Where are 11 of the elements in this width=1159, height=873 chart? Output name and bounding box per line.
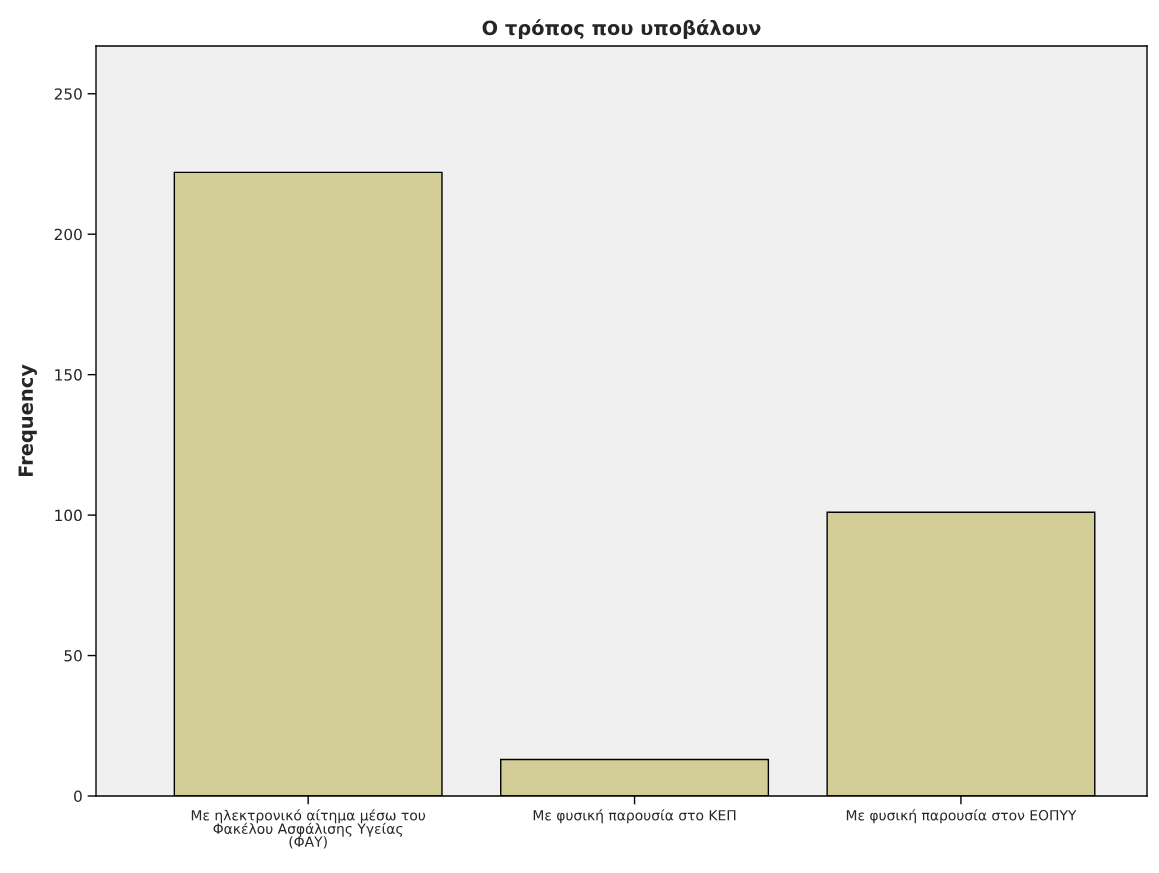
y-tick-label: 0 xyxy=(74,790,82,803)
x-tick-label: Με φυσική παρουσία στο ΚΕΠ xyxy=(533,809,736,824)
y-tick-label: 250 xyxy=(54,88,82,100)
y-tick-label: 50 xyxy=(64,650,82,662)
y-axis-title: Frequency xyxy=(18,364,37,477)
x-tick-label: Με φυσική παρουσία στον ΕΟΠΥΥ xyxy=(846,809,1077,824)
y-tick-label: 200 xyxy=(54,228,82,241)
x-tick-label: Με ηλεκτρονικό αίτημα μέσω του Φακέλου Ασφάλισης Υγείας (ΦΑΥ) xyxy=(191,809,426,849)
chart-title: Ο τρόπος που υποβάλουν xyxy=(482,19,761,39)
y-tick-label: 100 xyxy=(55,509,82,522)
y-tick-label: 150 xyxy=(55,369,82,381)
